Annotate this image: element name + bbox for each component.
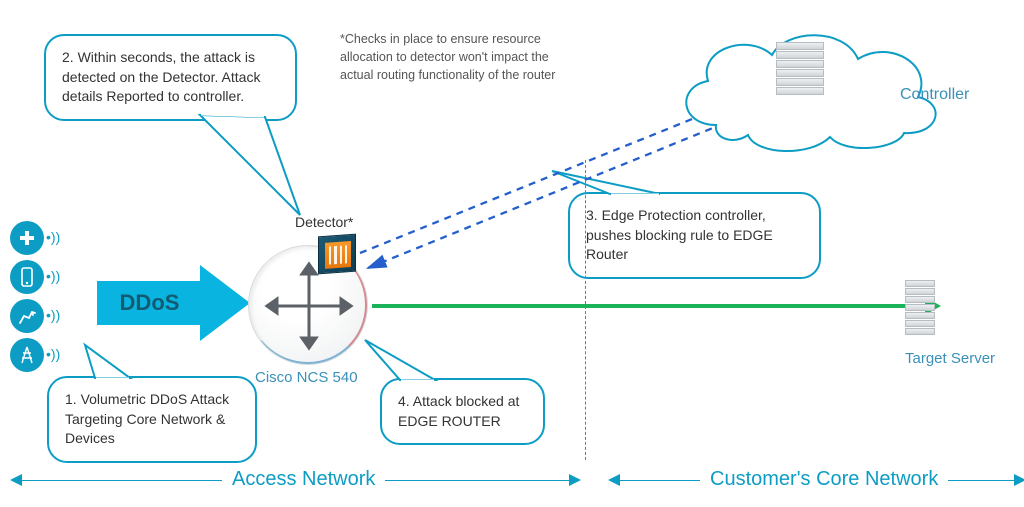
flow-line [372, 304, 929, 308]
callout-2-text: 2. Within seconds, the attack is detecte… [62, 49, 260, 104]
access-right-arrow-icon [569, 474, 581, 486]
router-label: Cisco NCS 540 [255, 369, 358, 386]
controller-label: Controller [900, 86, 969, 104]
access-network-label: Access Network [222, 468, 385, 491]
wifi-icon-3: •)) [46, 307, 60, 323]
ddos-label: DDoS [120, 290, 180, 316]
callout-4: 4. Attack blocked at EDGE ROUTER [380, 378, 545, 445]
source-medical-icon [10, 221, 44, 255]
target-server-label: Target Server [905, 350, 995, 367]
callout-1: 1. Volumetric DDoS Attack Targeting Core… [47, 376, 257, 463]
ddos-arrow-head [200, 265, 250, 341]
ddos-arrow-body: DDoS [97, 281, 202, 325]
wifi-icon-4: •)) [46, 346, 60, 362]
callout-3: 3. Edge Protection controller, pushes bl… [568, 192, 821, 279]
callout-2: 2. Within seconds, the attack is detecte… [44, 34, 297, 121]
note-line-1: *Checks in place to ensure resource [340, 30, 555, 48]
network-divider [585, 160, 586, 460]
controller-server-icon [776, 42, 824, 95]
core-left-arrow-icon [608, 474, 620, 486]
source-robot-icon [10, 299, 44, 333]
callout-3-text: 3. Edge Protection controller, pushes bl… [586, 207, 773, 262]
wifi-icon-1: •)) [46, 229, 60, 245]
source-phone-icon [10, 260, 44, 294]
detector-label: Detector* [295, 214, 353, 230]
core-network-label: Customer's Core Network [700, 468, 948, 491]
note-line-2: allocation to detector won't impact the [340, 48, 555, 66]
core-right-arrow-icon [1014, 474, 1024, 486]
source-tower-icon [10, 338, 44, 372]
wifi-icon-2: •)) [46, 268, 60, 284]
resource-note: *Checks in place to ensure resource allo… [340, 30, 555, 84]
detector-chip-icon [318, 234, 356, 275]
note-line-3: actual routing functionality of the rout… [340, 66, 555, 84]
callout-1-text: 1. Volumetric DDoS Attack Targeting Core… [65, 391, 229, 446]
callout-4-text: 4. Attack blocked at EDGE ROUTER [398, 393, 519, 429]
access-left-arrow-icon [10, 474, 22, 486]
